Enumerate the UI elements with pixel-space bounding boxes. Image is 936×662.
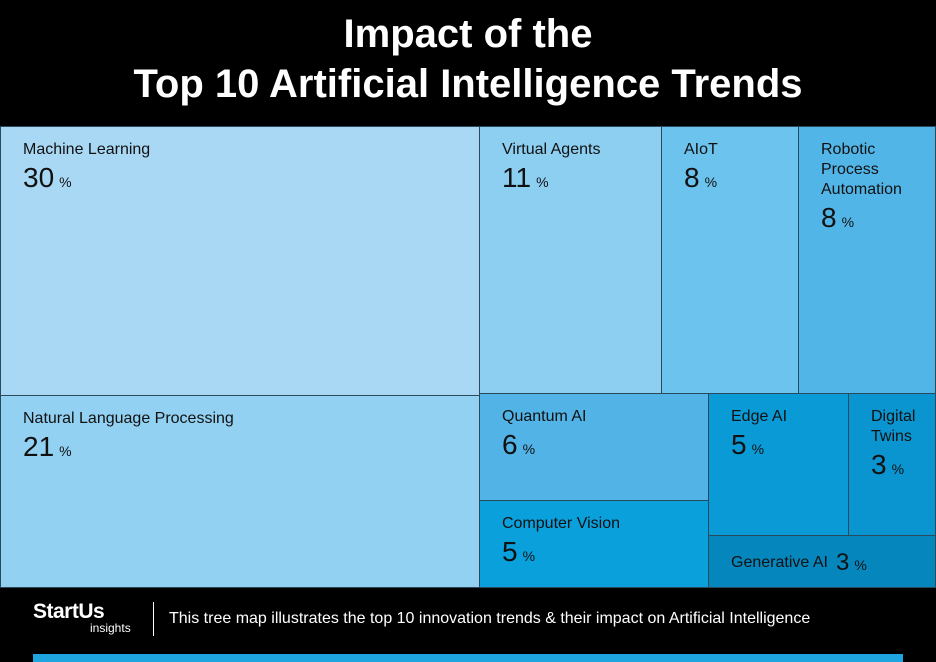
unit-label: % xyxy=(536,174,549,190)
value-wrap: 21% xyxy=(23,429,479,465)
unit-label: % xyxy=(751,441,765,457)
value-label: 5 xyxy=(502,536,518,567)
title-line: Impact of the xyxy=(343,12,593,56)
cell-label: Edge AI xyxy=(731,408,788,425)
treemap-cell: Robotic Process Automation 8% xyxy=(798,126,936,394)
unit-label: % xyxy=(522,548,536,564)
treemap-cell: Natural Language Processing 21% xyxy=(0,395,480,588)
value-label: 30 xyxy=(23,162,55,193)
value-label: 5 xyxy=(731,429,747,460)
logo-subtitle: insights xyxy=(90,621,131,635)
cell-label: Generative AI xyxy=(731,554,828,571)
value-wrap: 11% xyxy=(502,160,661,196)
value-wrap: 6% xyxy=(502,427,708,463)
separator xyxy=(153,602,154,636)
unit-label: % xyxy=(854,557,867,573)
accent-bar xyxy=(33,654,903,662)
unit-label: % xyxy=(704,174,718,190)
cell-label: Natural Language Processing xyxy=(23,410,234,427)
header: Impact of the Top 10 Artificial Intellig… xyxy=(0,0,936,126)
value-wrap: 5% xyxy=(731,427,848,463)
footer: StartUs insights This tree map illustrat… xyxy=(0,588,936,662)
treemap-cell: Generative AI 3% xyxy=(708,535,936,588)
caption: This tree map illustrates the top 10 inn… xyxy=(169,610,811,627)
cell-label: AIoT xyxy=(684,141,718,158)
unit-label: % xyxy=(522,441,536,457)
value-label: 3 xyxy=(871,449,887,480)
cell-label: Quantum AI xyxy=(502,408,587,425)
unit-label: % xyxy=(59,174,72,190)
logo: StartUs xyxy=(33,600,105,623)
cell-label: Virtual Agents xyxy=(502,141,601,158)
treemap-cell: Virtual Agents 11% xyxy=(479,126,662,394)
value-label: 11 xyxy=(502,162,532,193)
unit-label: % xyxy=(59,443,72,459)
cell-label: Machine Learning xyxy=(23,141,151,158)
unit-label: % xyxy=(891,461,905,477)
value-wrap: 5% xyxy=(502,534,708,570)
value-wrap: 30% xyxy=(23,160,479,196)
treemap-cell: Edge AI 5% xyxy=(708,393,849,536)
treemap-cell: Computer Vision 5% xyxy=(479,500,709,588)
title-line: Top 10 Artificial Intelligence Trends xyxy=(133,62,803,106)
cell-label: Digital Twins xyxy=(871,408,916,445)
value-wrap: 3% xyxy=(871,447,935,483)
unit-label: % xyxy=(841,214,855,230)
value-label: 21 xyxy=(23,431,55,462)
cell-label: Robotic Process Automation xyxy=(821,141,902,198)
treemap: Machine Learning 30% Natural Language Proc… xyxy=(0,126,936,588)
value-label: 3 xyxy=(835,549,850,576)
value-label: 8 xyxy=(684,162,700,193)
value-wrap: 8% xyxy=(821,200,935,236)
value-label: 8 xyxy=(821,202,837,233)
value-wrap: 3% xyxy=(836,545,867,581)
cell-label: Computer Vision xyxy=(502,515,620,532)
treemap-cell: Quantum AI 6% xyxy=(479,393,709,501)
treemap-cell: Machine Learning 30% xyxy=(0,126,480,396)
treemap-cell: Digital Twins 3% xyxy=(848,393,936,536)
value-wrap: 8% xyxy=(684,160,798,196)
value-label: 6 xyxy=(502,429,518,460)
treemap-cell: AIoT 8% xyxy=(661,126,799,394)
